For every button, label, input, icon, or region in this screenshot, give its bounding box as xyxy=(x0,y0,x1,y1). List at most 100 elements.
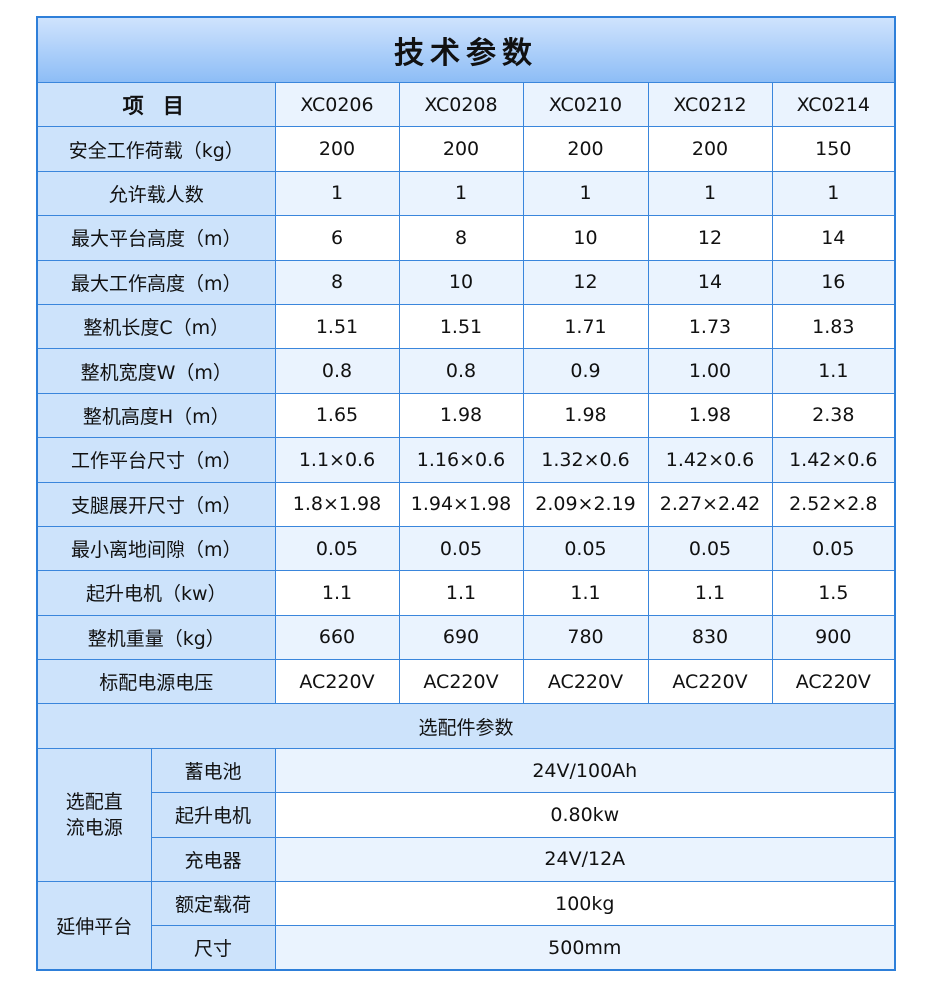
cell-value: 660 xyxy=(274,614,400,661)
cell-value: AC220V xyxy=(771,659,896,705)
table-title: 技术参数 xyxy=(36,16,896,83)
row-label: 最大平台高度（m） xyxy=(36,215,276,261)
table-row: 允许载人数 1 1 1 1 1 xyxy=(36,170,896,217)
cell-value: 2.09×2.19 xyxy=(522,481,649,527)
cell-value: 200 xyxy=(274,126,400,172)
table-row: 整机高度H（m） 1.65 1.98 1.98 1.98 2.38 xyxy=(36,392,896,439)
option-item-label: 起升电机 xyxy=(150,792,276,838)
cell-value: 1.00 xyxy=(647,348,773,394)
cell-value: 200 xyxy=(522,126,649,172)
cell-value: 200 xyxy=(647,126,773,172)
option-group-label: 选配直流电源 xyxy=(36,747,152,883)
option-item-value: 24V/100Ah xyxy=(274,747,896,794)
row-label: 整机长度C（m） xyxy=(36,303,276,350)
cell-value: AC220V xyxy=(522,659,649,705)
cell-value: 1.51 xyxy=(398,303,524,350)
tech-spec-table: 技术参数 项 目 XC0206 XC0208 XC0210 XC0212 XC0… xyxy=(36,16,897,972)
cell-value: AC220V xyxy=(274,659,400,705)
model-header: XC0208 xyxy=(398,81,524,128)
option-group-label: 延伸平台 xyxy=(36,881,152,971)
model-header: XC0214 xyxy=(771,81,896,128)
cell-value: 1.94×1.98 xyxy=(398,481,524,527)
option-item-value: 500mm xyxy=(274,925,896,971)
table-row: 工作平台尺寸（m） 1.1×0.6 1.16×0.6 1.32×0.6 1.42×0.6… xyxy=(36,437,896,483)
cell-value: 1.16×0.6 xyxy=(398,437,524,483)
cell-value: 0.05 xyxy=(647,525,773,572)
cell-value: 780 xyxy=(522,614,649,661)
cell-value: 14 xyxy=(771,215,896,261)
cell-value: 8 xyxy=(398,215,524,261)
cell-value: 0.8 xyxy=(398,348,524,394)
table-row: 整机长度C（m） 1.51 1.51 1.71 1.73 1.83 xyxy=(36,303,896,350)
cell-value: 10 xyxy=(522,215,649,261)
cell-value: 16 xyxy=(771,259,896,305)
option-row: 充电器 24V/12A xyxy=(37,836,896,883)
cell-value: 1.5 xyxy=(771,570,896,616)
cell-value: 1.1×0.6 xyxy=(274,437,400,483)
cell-value: 1 xyxy=(274,170,400,217)
row-label: 允许载人数 xyxy=(36,170,276,217)
cell-value: 1 xyxy=(647,170,773,217)
cell-value: 8 xyxy=(274,259,400,305)
cell-value: 14 xyxy=(647,259,773,305)
cell-value: 0.9 xyxy=(522,348,649,394)
cell-value: 1.8×1.98 xyxy=(274,481,400,527)
cell-value: 6 xyxy=(274,215,400,261)
model-header: XC0210 xyxy=(522,81,649,128)
cell-value: 2.52×2.8 xyxy=(771,481,896,527)
cell-value: 0.05 xyxy=(522,525,649,572)
model-header: XC0212 xyxy=(647,81,773,128)
cell-value: 1.1 xyxy=(522,570,649,616)
cell-value: 1.98 xyxy=(522,392,649,439)
model-header: XC0206 xyxy=(274,81,400,128)
table-row: 整机宽度W（m） 0.8 0.8 0.9 1.00 1.1 xyxy=(36,348,896,394)
cell-value: 1.73 xyxy=(647,303,773,350)
table-row: 整机重量（kg） 660 690 780 830 900 xyxy=(36,614,896,661)
cell-value: 2.38 xyxy=(771,392,896,439)
cell-value: 1.1 xyxy=(274,570,400,616)
cell-value: AC220V xyxy=(398,659,524,705)
row-label: 整机重量（kg） xyxy=(36,614,276,661)
table-row: 最大工作高度（m） 8 10 12 14 16 xyxy=(36,259,896,305)
cell-value: 1.1 xyxy=(647,570,773,616)
option-item-value: 24V/12A xyxy=(274,836,896,883)
cell-value: 1 xyxy=(398,170,524,217)
option-item-value: 0.80kw xyxy=(274,792,896,838)
cell-value: 1 xyxy=(522,170,649,217)
option-item-label: 额定载荷 xyxy=(150,881,276,927)
cell-value: 1.51 xyxy=(274,303,400,350)
cell-value: 1.98 xyxy=(398,392,524,439)
cell-value: 0.05 xyxy=(771,525,896,572)
row-label: 最大工作高度（m） xyxy=(36,259,276,305)
table-row: 起升电机（kw） 1.1 1.1 1.1 1.1 1.5 xyxy=(36,570,896,616)
option-item-label: 充电器 xyxy=(150,836,276,883)
cell-value: 150 xyxy=(771,126,896,172)
cell-value: AC220V xyxy=(647,659,773,705)
option-row: 延伸平台 额定载荷 100kg xyxy=(36,881,896,971)
cell-value: 900 xyxy=(771,614,896,661)
cell-value: 1.65 xyxy=(274,392,400,439)
row-label: 最小离地间隙（m） xyxy=(36,525,276,572)
table-row: 标配电源电压 AC220V AC220V AC220V AC220V AC220V xyxy=(36,659,896,705)
cell-value: 1.1 xyxy=(771,348,896,394)
table-row: 支腿展开尺寸（m） 1.8×1.98 1.94×1.98 2.09×2.19 2.27×… xyxy=(36,481,896,527)
cell-value: 10 xyxy=(398,259,524,305)
options-section-header: 选配件参数 xyxy=(36,703,896,749)
option-item-label: 蓄电池 xyxy=(150,747,276,794)
cell-value: 690 xyxy=(398,614,524,661)
table-row: 最大平台高度（m） 6 8 10 12 14 xyxy=(36,215,896,261)
cell-value: 0.05 xyxy=(274,525,400,572)
cell-value: 1.98 xyxy=(647,392,773,439)
option-row: 尺寸 500mm xyxy=(37,925,896,971)
cell-value: 1.1 xyxy=(398,570,524,616)
row-label: 工作平台尺寸（m） xyxy=(36,437,276,483)
cell-value: 1.42×0.6 xyxy=(771,437,896,483)
table-row: 最小离地间隙（m） 0.05 0.05 0.05 0.05 0.05 xyxy=(36,525,896,572)
cell-value: 2.27×2.42 xyxy=(647,481,773,527)
cell-value: 12 xyxy=(647,215,773,261)
cell-value: 200 xyxy=(398,126,524,172)
header-row: 项 目 XC0206 XC0208 XC0210 XC0212 XC0214 xyxy=(36,81,896,128)
cell-value: 0.8 xyxy=(274,348,400,394)
table-row: 安全工作荷载（kg） 200 200 200 200 150 xyxy=(36,126,896,172)
cell-value: 1.32×0.6 xyxy=(522,437,649,483)
